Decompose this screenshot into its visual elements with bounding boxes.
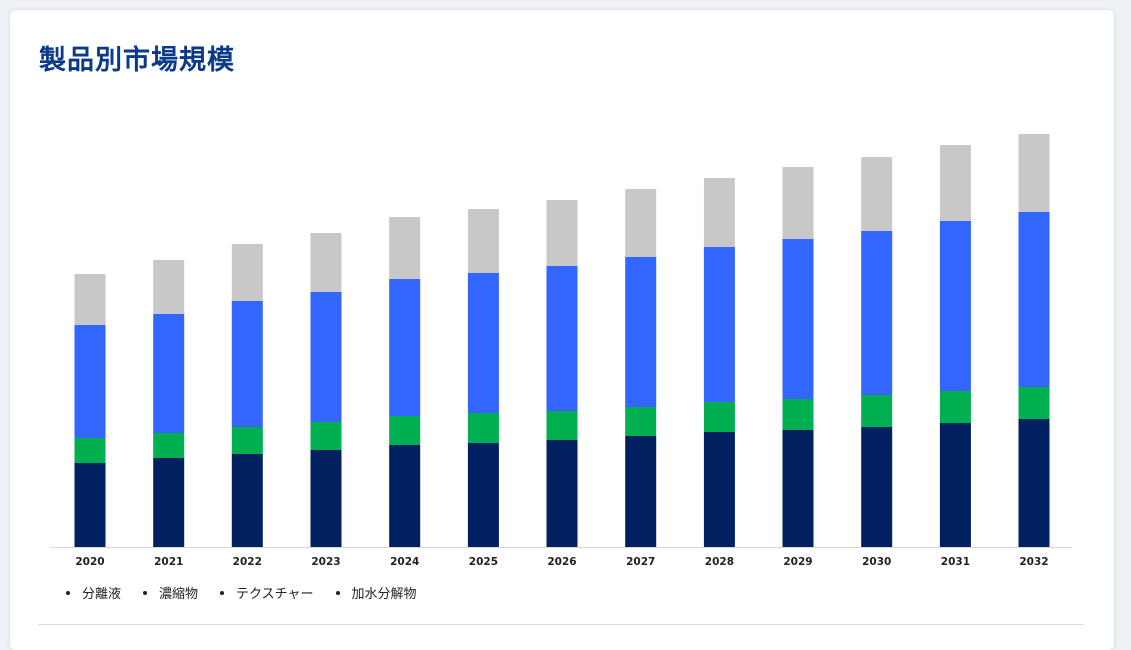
x-tick-label: 2021 (154, 556, 183, 568)
bar-segment-2027-series-3 (625, 189, 657, 257)
bar-segment-2026-series-2 (546, 266, 578, 411)
legend-item-1: 濃縮物 (143, 583, 198, 602)
bar-segment-2032-series-0 (1018, 419, 1050, 547)
bar-segment-2020-series-1 (74, 438, 106, 463)
bar-segment-2022-series-3 (231, 244, 263, 301)
bar-segment-2026-series-1 (546, 411, 578, 440)
bar-segment-2024-series-1 (389, 416, 421, 445)
legend-bullet-icon (143, 590, 148, 595)
x-tick-label: 2022 (233, 556, 262, 568)
x-tick-label: 2030 (862, 556, 891, 568)
bar-segment-2024-series-3 (389, 217, 421, 279)
bar-segment-2020-series-2 (74, 325, 106, 438)
bar-segment-2023-series-3 (310, 233, 342, 292)
bar-segment-2026-series-0 (546, 440, 578, 547)
x-tick-label: 2031 (941, 556, 970, 568)
legend-label: テクスチャー (236, 587, 314, 602)
chart-legend: 分離液 濃縮物 テクスチャー 加水分解物 (66, 583, 417, 602)
bar-segment-2029-series-3 (782, 167, 814, 239)
bar-segment-2031-series-0 (939, 423, 971, 547)
bar-segment-2021-series-2 (153, 314, 185, 433)
bar-segment-2023-series-1 (310, 422, 342, 450)
bar-segment-2024-series-2 (389, 279, 421, 416)
legend-label: 加水分解物 (351, 587, 417, 602)
bar-segment-2029-series-2 (782, 239, 814, 399)
legend-label: 分離液 (82, 587, 122, 602)
bar-segment-2025-series-1 (467, 413, 499, 443)
legend-bullet-icon (220, 590, 225, 595)
bar-segment-2022-series-0 (231, 454, 263, 547)
bar-segment-2028-series-3 (703, 178, 735, 247)
bar-segment-2030-series-3 (861, 157, 893, 231)
bar-segment-2028-series-1 (703, 402, 735, 432)
bar-segment-2023-series-2 (310, 292, 342, 422)
bar-segment-2027-series-2 (625, 257, 657, 407)
bar-segment-2022-series-1 (231, 427, 263, 454)
bar-segment-2030-series-1 (861, 395, 893, 427)
bar-segment-2031-series-1 (939, 391, 971, 423)
bar-segment-2031-series-2 (939, 221, 971, 391)
bar-segment-2029-series-0 (782, 430, 814, 547)
bar-segment-2030-series-2 (861, 231, 893, 395)
bar-segment-2024-series-0 (389, 445, 421, 547)
bar-segment-2032-series-3 (1018, 134, 1050, 212)
bar-segment-2021-series-0 (153, 458, 185, 547)
x-tick-label: 2029 (783, 556, 812, 568)
legend-bullet-icon (335, 590, 340, 595)
chart-card: 製品別市場規模 2020 2021 2022 2023 2024 2025 2026 2027… (10, 10, 1114, 650)
bar-segment-2032-series-2 (1018, 212, 1050, 387)
legend-item-2: テクスチャー (220, 583, 314, 602)
bar-segment-2025-series-2 (467, 273, 499, 413)
x-tick-label: 2026 (547, 556, 576, 568)
bar-segment-2031-series-3 (939, 145, 971, 221)
bar-segment-2027-series-1 (625, 407, 657, 436)
legend-item-3: 加水分解物 (335, 583, 417, 602)
legend-bullet-icon (66, 590, 70, 595)
bar-segment-2029-series-1 (782, 399, 814, 430)
page-title: 製品別市場規模 (39, 45, 235, 76)
bar-segment-2027-series-0 (625, 436, 657, 547)
divider (38, 624, 1084, 625)
bar-segment-2028-series-0 (703, 432, 735, 547)
bar-segment-2020-series-0 (74, 463, 106, 547)
x-tick-label: 2032 (1019, 556, 1048, 568)
x-tick-label: 2024 (390, 556, 419, 568)
bar-segment-2032-series-1 (1018, 387, 1050, 419)
bar-segment-2022-series-2 (231, 301, 263, 427)
x-tick-label: 2027 (626, 556, 655, 568)
bar-segment-2025-series-0 (467, 443, 499, 547)
x-tick-label: 2025 (469, 556, 498, 568)
bar-segment-2021-series-3 (153, 260, 185, 314)
stacked-bar-chart: 2020 2021 2022 2023 2024 2025 2026 2027 2028 2029… (50, 134, 1072, 568)
legend-item-0: 分離液 (66, 583, 121, 602)
x-tick-label: 2028 (705, 556, 734, 568)
bar-segment-2021-series-1 (153, 433, 185, 458)
x-tick-label: 2023 (311, 556, 340, 568)
bar-segment-2025-series-3 (467, 209, 499, 273)
legend-label: 濃縮物 (159, 587, 199, 602)
bar-segment-2026-series-3 (546, 200, 578, 266)
x-tick-label: 2020 (75, 556, 104, 568)
bar-segment-2023-series-0 (310, 450, 342, 547)
bar-segment-2028-series-2 (703, 247, 735, 402)
bar-segment-2020-series-3 (74, 274, 106, 325)
bar-segment-2030-series-0 (861, 427, 893, 547)
